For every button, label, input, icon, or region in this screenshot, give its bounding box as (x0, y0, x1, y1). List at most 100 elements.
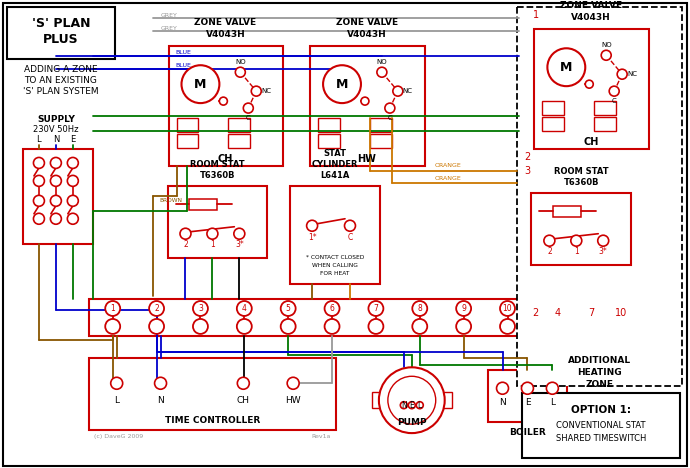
Text: 2: 2 (154, 304, 159, 313)
Circle shape (544, 235, 555, 246)
Circle shape (408, 402, 415, 409)
Text: WHEN CALLING: WHEN CALLING (312, 263, 358, 268)
Circle shape (546, 382, 558, 394)
Circle shape (571, 235, 582, 246)
Circle shape (617, 69, 627, 79)
Circle shape (547, 48, 585, 86)
Bar (318, 134, 340, 148)
Bar (177, 134, 199, 148)
Text: NO: NO (377, 59, 387, 65)
Bar (318, 118, 340, 132)
Bar (531, 193, 631, 264)
Circle shape (413, 319, 427, 334)
Text: Rev1a: Rev1a (312, 433, 331, 439)
Circle shape (497, 382, 509, 394)
Text: ORANGE: ORANGE (435, 163, 462, 168)
Text: CONVENTIONAL STAT: CONVENTIONAL STAT (556, 421, 646, 430)
Bar (89, 299, 535, 336)
Circle shape (456, 319, 471, 334)
Text: 3*: 3* (599, 247, 608, 256)
Circle shape (324, 301, 339, 316)
Text: E: E (409, 401, 414, 410)
Bar (228, 118, 250, 132)
Text: 'S' PLAN SYSTEM: 'S' PLAN SYSTEM (23, 87, 99, 95)
Text: HW: HW (286, 396, 301, 405)
Circle shape (388, 376, 435, 424)
Text: L: L (37, 134, 41, 144)
Text: BROWN: BROWN (159, 198, 183, 203)
Text: 9: 9 (461, 304, 466, 313)
Text: 1: 1 (533, 10, 540, 21)
Text: C: C (388, 115, 392, 121)
Text: 7: 7 (588, 308, 594, 318)
Text: CH: CH (584, 137, 599, 147)
Text: C: C (246, 115, 250, 121)
Text: 3: 3 (198, 304, 203, 313)
Bar (518, 7, 682, 386)
Bar (228, 134, 250, 148)
Bar (370, 118, 392, 132)
Circle shape (237, 319, 252, 334)
Text: ADDING A ZONE: ADDING A ZONE (24, 65, 98, 74)
Text: BLUE: BLUE (175, 63, 191, 68)
Circle shape (377, 67, 387, 77)
Circle shape (50, 213, 61, 224)
Circle shape (235, 67, 246, 77)
Circle shape (237, 377, 249, 389)
Text: 1: 1 (210, 240, 215, 249)
Text: T6360B: T6360B (564, 178, 599, 187)
Bar (535, 29, 649, 149)
Text: ADDITIONAL: ADDITIONAL (568, 356, 631, 365)
Circle shape (244, 103, 253, 113)
Text: 2: 2 (524, 152, 531, 162)
Text: NC: NC (403, 88, 413, 94)
Circle shape (385, 103, 395, 113)
Text: HW: HW (357, 154, 376, 164)
Circle shape (50, 195, 61, 206)
Circle shape (500, 301, 515, 316)
Circle shape (181, 65, 219, 103)
Bar (372, 392, 384, 408)
Bar (23, 149, 92, 244)
Circle shape (33, 195, 44, 206)
Text: V4043H: V4043H (571, 13, 611, 22)
Circle shape (193, 301, 208, 316)
Text: NC: NC (262, 88, 271, 94)
Circle shape (393, 86, 403, 96)
Text: OPTION 1:: OPTION 1: (571, 405, 631, 415)
Text: NC: NC (627, 71, 637, 77)
Circle shape (368, 301, 384, 316)
Text: 2: 2 (532, 308, 539, 318)
Bar (594, 101, 616, 115)
Circle shape (601, 50, 611, 60)
Bar (542, 101, 564, 115)
Bar (190, 199, 217, 210)
Text: BOILER: BOILER (509, 428, 546, 437)
Circle shape (219, 97, 228, 105)
Text: L: L (114, 396, 119, 405)
Text: 1*: 1* (308, 233, 317, 242)
Text: E: E (524, 398, 530, 407)
Circle shape (110, 377, 123, 389)
Text: L: L (550, 398, 555, 407)
Text: 7: 7 (373, 304, 378, 313)
Circle shape (50, 176, 61, 186)
Circle shape (287, 377, 299, 389)
Text: NO: NO (235, 59, 246, 65)
Bar (522, 393, 680, 458)
Text: ZONE: ZONE (585, 380, 613, 389)
Text: C: C (612, 98, 617, 104)
Text: C: C (347, 233, 353, 242)
Circle shape (251, 86, 262, 96)
Circle shape (609, 86, 619, 96)
Circle shape (281, 319, 295, 334)
Circle shape (585, 80, 593, 88)
Text: E: E (70, 134, 75, 144)
Circle shape (413, 301, 427, 316)
Circle shape (598, 235, 609, 246)
Circle shape (68, 176, 78, 186)
Circle shape (68, 213, 78, 224)
Text: CH: CH (217, 154, 233, 164)
Circle shape (106, 319, 120, 334)
Bar (7, 7, 115, 59)
